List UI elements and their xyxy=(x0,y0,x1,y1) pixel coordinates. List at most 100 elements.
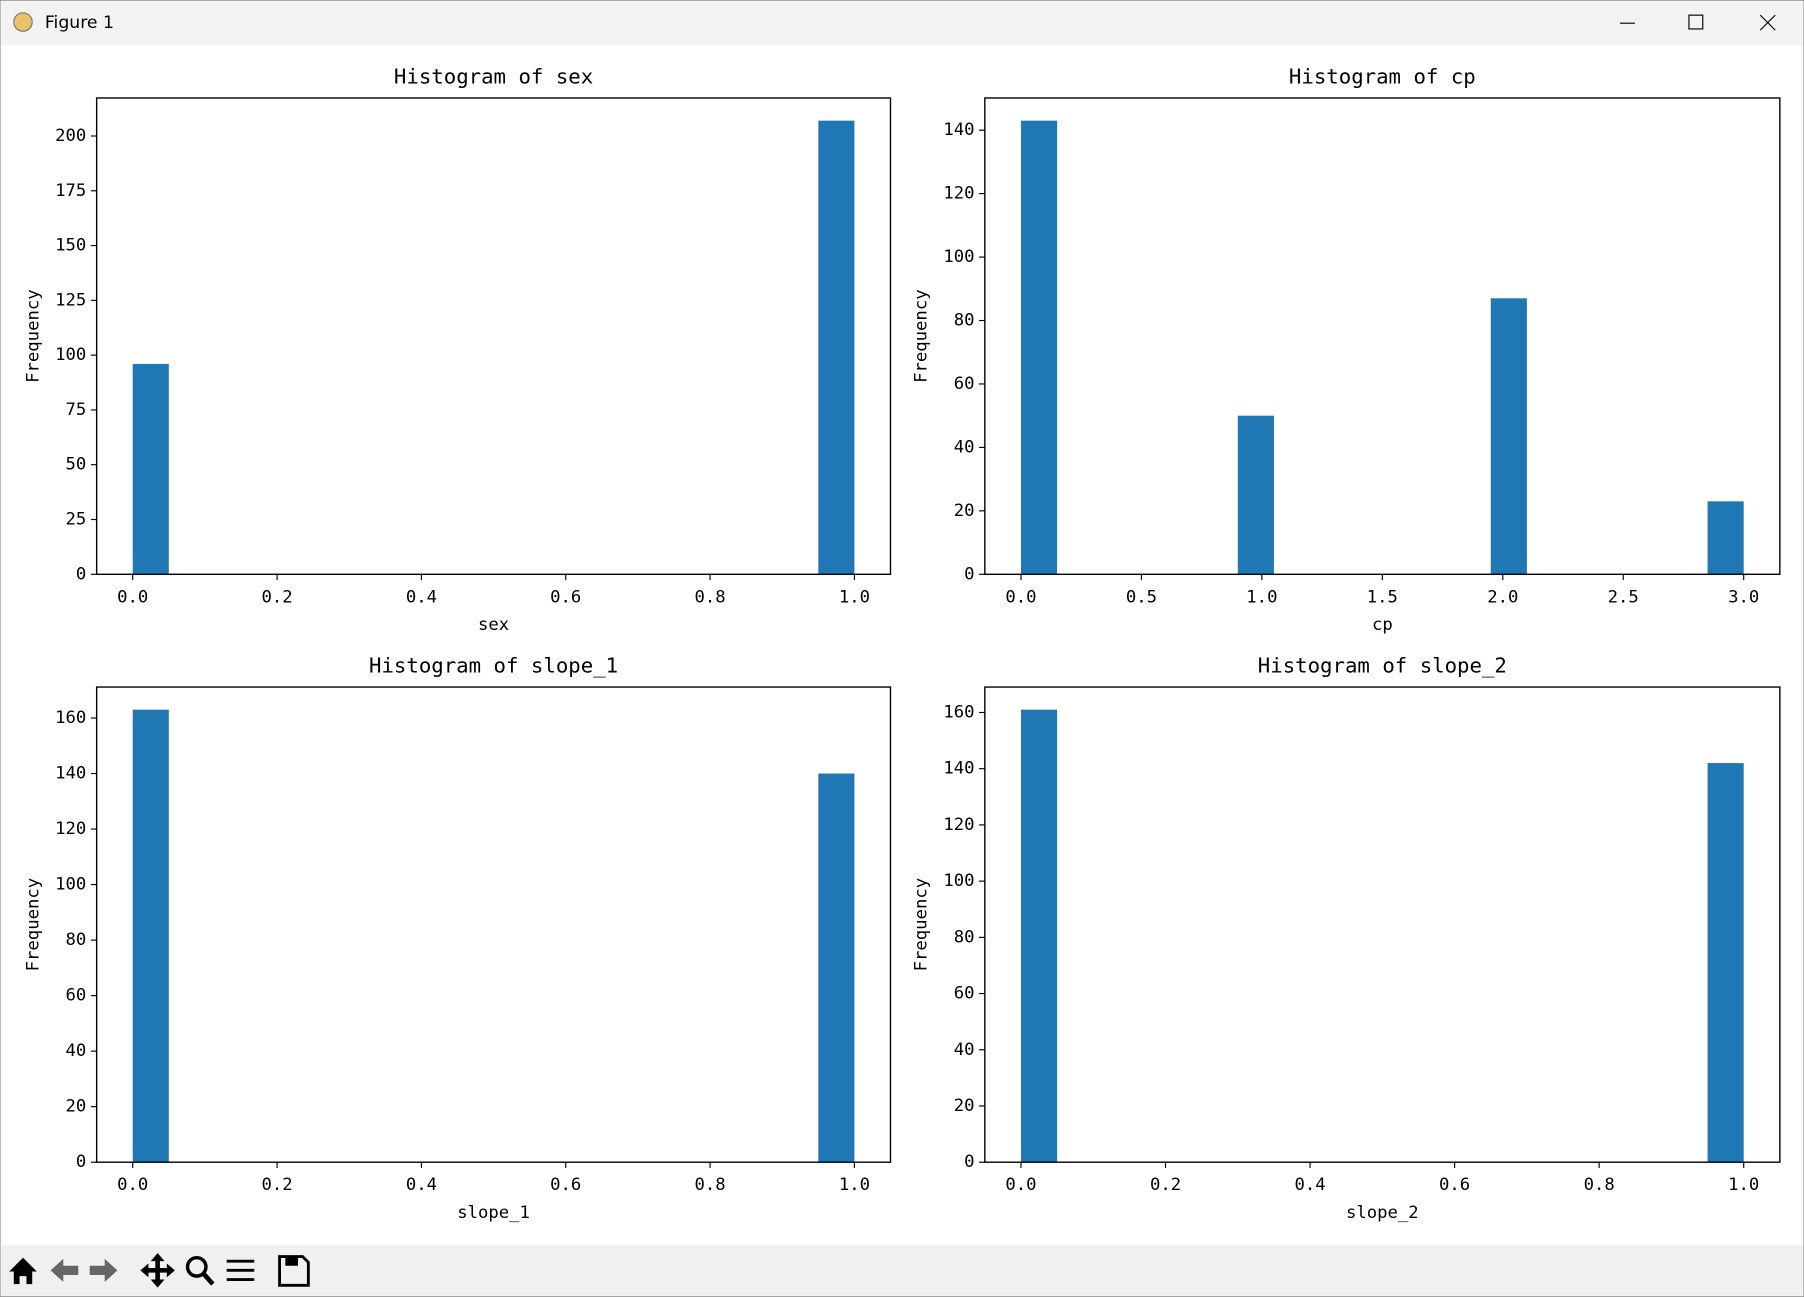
x-tick-label: 2.5 xyxy=(1608,587,1639,607)
app-icon xyxy=(13,12,33,32)
window-title: Figure 1 xyxy=(45,13,114,33)
close-button[interactable] xyxy=(1759,14,1776,31)
bar xyxy=(1020,709,1058,1163)
pan-button[interactable] xyxy=(140,1253,175,1288)
y-tick-label: 50 xyxy=(66,455,87,475)
y-tick-label: 160 xyxy=(943,702,974,722)
y-tick-label: 20 xyxy=(66,1097,87,1117)
bar xyxy=(1490,298,1527,575)
y-tick-label: 140 xyxy=(943,759,974,779)
x-tick-label: 1.0 xyxy=(1246,587,1277,607)
x-tick-label: 0.6 xyxy=(1439,1175,1470,1195)
x-tick-label: 0.0 xyxy=(1005,1175,1036,1195)
y-tick-label: 100 xyxy=(55,875,86,895)
y-tick-label: 160 xyxy=(55,708,86,728)
x-tick-label: 1.0 xyxy=(1728,1175,1759,1195)
y-tick-label: 75 xyxy=(66,400,87,420)
x-tick-label: 0.2 xyxy=(261,1175,292,1195)
bar xyxy=(1707,763,1744,1163)
x-tick-label: 0.0 xyxy=(1005,587,1036,607)
maximize-button[interactable] xyxy=(1688,14,1704,30)
y-tick-label: 60 xyxy=(66,986,87,1006)
axes-frame xyxy=(984,686,1781,1163)
save-button[interactable] xyxy=(278,1255,310,1287)
x-tick-label: 0.8 xyxy=(694,587,725,607)
y-tick-label: 175 xyxy=(55,181,86,201)
bar xyxy=(132,709,169,1163)
axes-frame xyxy=(95,686,892,1163)
x-tick-label: 0.2 xyxy=(261,587,292,607)
y-tick-label: 20 xyxy=(954,1096,975,1116)
x-tick-label: 0.8 xyxy=(694,1175,725,1195)
x-tick-label: 3.0 xyxy=(1728,587,1759,607)
toolbar xyxy=(1,1245,1803,1296)
y-tick-label: 0 xyxy=(964,1152,974,1172)
x-axis-label: cp xyxy=(1372,615,1393,635)
bar xyxy=(818,120,855,575)
y-tick-label: 140 xyxy=(943,120,974,140)
y-tick-label: 40 xyxy=(954,437,975,457)
y-axis-label: Frequency xyxy=(912,289,932,382)
y-tick-label: 60 xyxy=(954,374,975,394)
chart-title: Histogram of slope_1 xyxy=(369,653,618,677)
x-tick-label: 1.0 xyxy=(839,1175,870,1195)
x-tick-label: 0.5 xyxy=(1126,587,1157,607)
bar xyxy=(1707,501,1744,575)
chart-title: Histogram of slope_2 xyxy=(1258,653,1507,677)
bar xyxy=(818,773,855,1163)
y-tick-label: 200 xyxy=(55,126,86,146)
zoom-button[interactable] xyxy=(185,1255,208,1278)
chart-title: Histogram of cp xyxy=(1289,64,1476,88)
y-tick-label: 125 xyxy=(55,290,86,310)
y-tick-label: 0 xyxy=(76,564,86,584)
y-tick-label: 100 xyxy=(943,247,974,267)
home-button[interactable] xyxy=(9,1257,37,1285)
configure-button[interactable] xyxy=(226,1259,255,1281)
bar xyxy=(132,363,169,575)
y-tick-label: 100 xyxy=(55,345,86,365)
y-axis-label: Frequency xyxy=(912,878,932,971)
y-axis-label: Frequency xyxy=(23,289,43,382)
y-tick-label: 0 xyxy=(964,564,974,584)
bar xyxy=(1237,415,1274,575)
chart-title: Histogram of sex xyxy=(394,64,593,88)
x-tick-label: 1.5 xyxy=(1367,587,1398,607)
back-button[interactable] xyxy=(50,1258,79,1282)
y-tick-label: 140 xyxy=(55,764,86,784)
y-tick-label: 40 xyxy=(954,1040,975,1060)
bar xyxy=(1020,120,1058,575)
x-tick-label: 0.2 xyxy=(1150,1175,1181,1195)
x-axis-label: slope_1 xyxy=(457,1203,530,1223)
y-tick-label: 20 xyxy=(954,501,975,521)
y-tick-label: 80 xyxy=(66,930,87,950)
x-tick-label: 1.0 xyxy=(839,587,870,607)
y-tick-label: 40 xyxy=(66,1041,87,1061)
y-tick-label: 25 xyxy=(66,510,87,530)
title-bar xyxy=(1,1,1803,46)
y-tick-label: 120 xyxy=(943,815,974,835)
y-tick-label: 0 xyxy=(76,1152,86,1172)
forward-button[interactable] xyxy=(89,1258,118,1282)
y-tick-label: 100 xyxy=(943,871,974,891)
x-tick-label: 0.4 xyxy=(1294,1175,1325,1195)
x-tick-label: 0.6 xyxy=(550,587,581,607)
x-tick-label: 0.0 xyxy=(117,1175,148,1195)
y-axis-label: Frequency xyxy=(23,878,43,971)
x-tick-label: 2.0 xyxy=(1487,587,1518,607)
x-axis-label: slope_2 xyxy=(1346,1203,1419,1223)
x-tick-label: 0.4 xyxy=(406,587,437,607)
y-tick-label: 150 xyxy=(55,236,86,256)
x-tick-label: 0.4 xyxy=(406,1175,437,1195)
x-tick-label: 0.0 xyxy=(117,587,148,607)
x-axis-label: sex xyxy=(478,615,509,635)
y-tick-label: 80 xyxy=(954,311,975,331)
y-tick-label: 120 xyxy=(55,819,86,839)
axes-frame xyxy=(95,97,892,575)
y-tick-label: 80 xyxy=(954,927,975,947)
x-tick-label: 0.8 xyxy=(1584,1175,1615,1195)
y-tick-label: 60 xyxy=(954,984,975,1004)
y-tick-label: 120 xyxy=(943,184,974,204)
